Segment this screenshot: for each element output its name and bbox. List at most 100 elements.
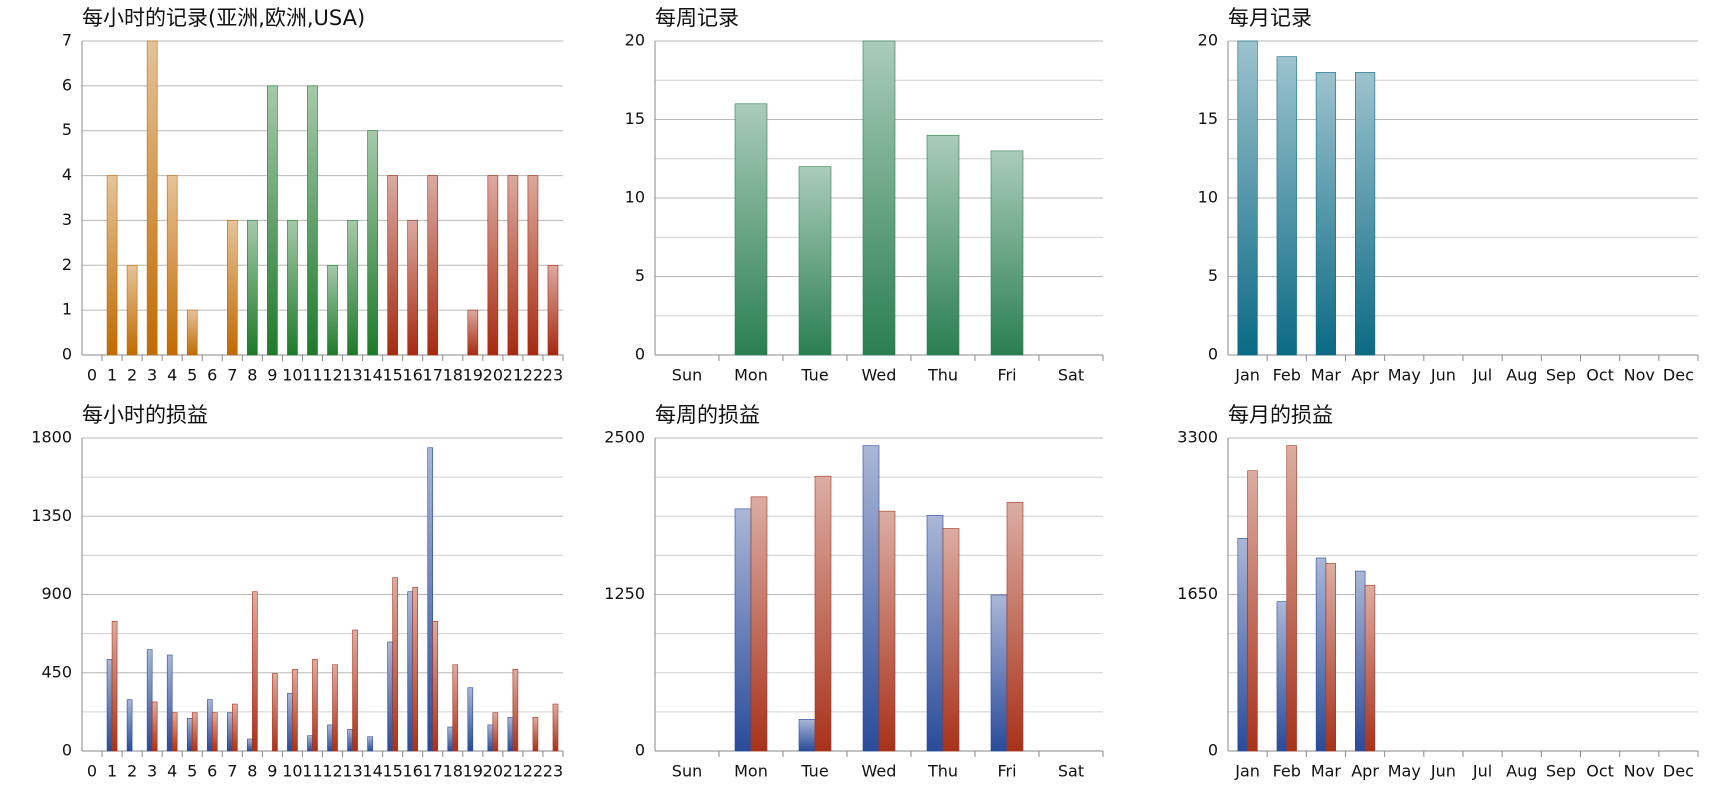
x-tick-label: 3 [147, 366, 157, 385]
x-tick-label: 7 [227, 366, 237, 385]
x-tick-label: Jun [1430, 366, 1456, 385]
x-tick-label: 21 [503, 762, 523, 781]
bar [146, 40, 158, 356]
y-tick-label: 4 [62, 165, 72, 184]
bar [412, 587, 418, 752]
bar [171, 712, 178, 752]
y-tick-label: 1250 [604, 584, 645, 603]
bar [206, 699, 213, 752]
x-tick-label: 17 [423, 366, 443, 385]
x-tick-label: 9 [267, 366, 277, 385]
x-tick-label: Fri [997, 762, 1016, 781]
x-tick-label: 5 [187, 366, 197, 385]
y-tick-label: 15 [625, 109, 645, 128]
y-tick-label: 0 [1208, 741, 1218, 760]
x-tick-label: 22 [523, 366, 543, 385]
bar [166, 654, 173, 752]
x-tick-label: Nov [1624, 762, 1655, 781]
bar [126, 264, 138, 356]
y-tick-label: 6 [62, 75, 72, 94]
x-tick-label: Wed [862, 366, 897, 385]
bar [1354, 72, 1376, 356]
x-tick-label: 8 [247, 366, 257, 385]
bar [1286, 445, 1297, 752]
x-tick-label: 13 [342, 366, 362, 385]
bar [211, 712, 218, 752]
x-tick-label: Sun [672, 366, 702, 385]
bar [347, 728, 353, 752]
bar [307, 735, 313, 752]
bar [926, 134, 960, 356]
x-tick-label: 11 [302, 366, 322, 385]
x-tick-label: 15 [382, 366, 402, 385]
x-tick-label: 13 [342, 762, 362, 781]
x-tick-label: 4 [167, 366, 177, 385]
x-tick-label: 14 [362, 762, 382, 781]
bar [467, 309, 479, 356]
bar [252, 591, 258, 752]
x-tick-label: 5 [187, 762, 197, 781]
bar [186, 309, 198, 356]
bar [166, 175, 178, 356]
bar [427, 175, 439, 356]
y-tick-label: 0 [1208, 345, 1218, 364]
y-tick-label: 7 [62, 31, 72, 50]
x-tick-label: 20 [483, 366, 503, 385]
x-tick-label: Thu [927, 366, 958, 385]
bar [990, 594, 1008, 752]
bar [1325, 563, 1337, 752]
bar [227, 220, 238, 356]
y-tick-label: 3300 [1177, 428, 1218, 447]
x-tick-label: 0 [87, 762, 97, 781]
x-tick-label: 23 [543, 762, 563, 781]
chart-title: 每周的损益 [655, 403, 760, 427]
y-tick-label: 2 [62, 255, 72, 274]
y-tick-label: 2500 [604, 428, 645, 447]
y-tick-label: 0 [62, 741, 72, 760]
x-tick-label: Sun [672, 762, 702, 781]
bar [106, 659, 113, 752]
x-tick-label: Sat [1058, 366, 1084, 385]
x-tick-label: Aug [1506, 366, 1537, 385]
x-tick-label: 11 [302, 762, 322, 781]
x-tick-label: 4 [167, 762, 177, 781]
bar [532, 716, 539, 752]
chart-title: 每月的损益 [1228, 403, 1333, 427]
bar [292, 668, 298, 752]
x-tick-label: 19 [463, 366, 483, 385]
x-tick-label: Sep [1546, 366, 1576, 385]
bar [151, 701, 158, 752]
bar [387, 175, 398, 356]
bar [287, 692, 293, 752]
x-tick-label: Wed [862, 762, 897, 781]
bar [232, 703, 238, 752]
bar [798, 166, 832, 356]
x-tick-label: 16 [403, 762, 423, 781]
bar [106, 175, 118, 356]
x-tick-label: 14 [362, 366, 382, 385]
x-tick-label: Jan [1234, 762, 1260, 781]
x-tick-label: 20 [483, 762, 503, 781]
bar [191, 712, 198, 752]
x-tick-label: 15 [382, 762, 402, 781]
y-tick-label: 10 [1198, 188, 1218, 207]
chart-title: 每小时的记录(亚洲,欧洲,USA) [82, 6, 365, 30]
y-tick-label: 450 [41, 662, 72, 681]
y-tick-label: 1 [62, 300, 72, 319]
bar [1237, 40, 1258, 356]
bar [267, 85, 278, 356]
x-tick-label: Sep [1546, 762, 1576, 781]
bar [247, 220, 258, 356]
y-tick-label: 15 [1198, 109, 1218, 128]
x-tick-label: Sat [1058, 762, 1084, 781]
chart-title: 每小时的损益 [82, 403, 208, 427]
y-tick-label: 5 [1208, 266, 1218, 285]
bar [287, 220, 298, 356]
x-tick-label: Tue [800, 366, 828, 385]
bar [307, 85, 318, 356]
x-tick-label: 2 [127, 762, 137, 781]
bar [552, 703, 559, 752]
x-tick-label: 21 [503, 366, 523, 385]
bar [347, 220, 358, 356]
bar [862, 40, 896, 356]
